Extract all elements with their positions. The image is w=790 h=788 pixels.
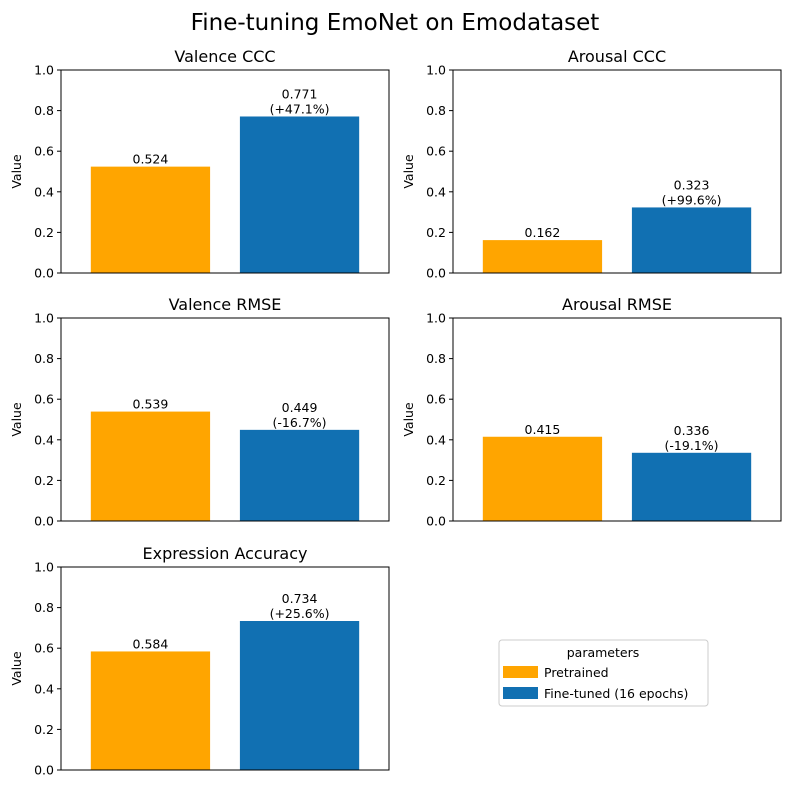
- subplot-5: Expression Accuracy Value 0.0 0.2 0.4 0.6 0.8 1…: [9, 544, 390, 778]
- bar-value-label: (-19.1%): [665, 438, 719, 453]
- y-tick-label: 0.2: [34, 722, 54, 737]
- subplot-4: Arousal RMSE Value 0.0 0.2 0.4 0.6 0.8 1.0 0.415…: [401, 295, 782, 529]
- y-tick-label: 1.0: [34, 560, 54, 575]
- y-tick-label: 0.4: [34, 681, 54, 696]
- figure-title: Fine-tuning EmoNet on Emodataset: [191, 10, 600, 36]
- y-tick-label: 0.2: [34, 473, 54, 488]
- bar-value-label: 0.415: [525, 422, 561, 437]
- bar: [90, 411, 211, 521]
- y-tick-label: 0.8: [426, 103, 446, 118]
- y-tick-label: 0.4: [34, 184, 54, 199]
- bar-value-label: 0.336: [674, 423, 710, 438]
- axes-frame: [452, 317, 782, 522]
- legend-title: parameters: [567, 645, 640, 660]
- bar: [239, 620, 360, 770]
- y-tick-label: 0.8: [34, 600, 54, 615]
- bar-value-label: 0.771: [282, 86, 318, 101]
- y-axis-label: Value: [9, 154, 24, 189]
- subplots: Valence CCC Value 0.0 0.2 0.4 0.6 0.8 1.0 0.524 0…: [9, 47, 782, 778]
- y-tick-label: 0.0: [34, 266, 54, 281]
- bar-value-label: 0.323: [674, 177, 710, 192]
- y-tick-label: 0.2: [426, 473, 446, 488]
- bar: [482, 436, 603, 521]
- y-tick-label: 1.0: [426, 63, 446, 78]
- bar-value-label: (+47.1%): [270, 101, 330, 116]
- subplot-3: Valence RMSE Value 0.0 0.2 0.4 0.6 0.8 1.0 0.539…: [9, 295, 390, 529]
- y-tick-label: 0.0: [34, 514, 54, 529]
- y-tick-label: 0.6: [426, 392, 446, 407]
- bar-value-label: (-16.7%): [273, 415, 327, 430]
- legend-swatch-fine-tuned: [503, 687, 538, 699]
- bar-value-label: 0.162: [525, 225, 561, 240]
- axes-frame: [60, 317, 390, 522]
- legend-label-fine-tuned: Fine-tuned (16 epochs): [544, 686, 688, 701]
- bar-value-label: 0.584: [133, 636, 169, 651]
- y-tick-label: 0.6: [34, 144, 54, 159]
- bar: [631, 207, 752, 273]
- y-tick-label: 0.6: [34, 641, 54, 656]
- legend-frame: [498, 639, 709, 707]
- subplot-title: Arousal RMSE: [562, 295, 672, 314]
- y-tick-label: 0.2: [34, 225, 54, 240]
- y-tick-label: 0.0: [34, 763, 54, 778]
- bar-value-label: (+25.6%): [270, 606, 330, 621]
- y-tick-label: 0.6: [426, 144, 446, 159]
- y-tick-label: 0.8: [426, 351, 446, 366]
- bar: [90, 651, 211, 770]
- axes-frame: [60, 566, 390, 771]
- y-tick-label: 0.0: [426, 266, 446, 281]
- y-tick-label: 0.4: [426, 432, 446, 447]
- y-tick-label: 0.8: [34, 351, 54, 366]
- y-tick-label: 0.4: [426, 184, 446, 199]
- y-axis-label: Value: [401, 402, 416, 437]
- y-tick-label: 0.8: [34, 103, 54, 118]
- bar-value-label: 0.539: [133, 397, 169, 412]
- legend-label-pretrained: Pretrained: [544, 665, 609, 680]
- y-tick-label: 1.0: [34, 63, 54, 78]
- bar-value-label: 0.524: [133, 152, 169, 167]
- y-tick-label: 0.0: [426, 514, 446, 529]
- bar: [239, 429, 360, 521]
- bar: [239, 116, 360, 273]
- y-axis-label: Value: [9, 651, 24, 686]
- subplot-title: Valence RMSE: [169, 295, 282, 314]
- y-tick-label: 1.0: [426, 311, 446, 326]
- y-tick-label: 0.2: [426, 225, 446, 240]
- subplot-1: Valence CCC Value 0.0 0.2 0.4 0.6 0.8 1.0 0.524 0…: [9, 47, 390, 281]
- bar-value-label: (+99.6%): [662, 192, 722, 207]
- y-tick-label: 0.4: [34, 432, 54, 447]
- y-tick-label: 1.0: [34, 311, 54, 326]
- legend: parameters Pretrained Fine-tuned (16 epo…: [498, 639, 709, 707]
- bar: [482, 240, 603, 273]
- subplot-title: Arousal CCC: [568, 47, 666, 66]
- legend-swatch-pretrained: [503, 666, 538, 678]
- axes-frame: [452, 69, 782, 274]
- subplot-title: Valence CCC: [174, 47, 275, 66]
- bar-value-label: 0.734: [282, 591, 318, 606]
- subplot-2: Arousal CCC Value 0.0 0.2 0.4 0.6 0.8 1.0 0.162 0…: [401, 47, 782, 281]
- axes-frame: [60, 69, 390, 274]
- y-tick-label: 0.6: [34, 392, 54, 407]
- bar: [631, 452, 752, 521]
- bar-value-label: 0.449: [282, 400, 318, 415]
- subplot-title: Expression Accuracy: [143, 544, 308, 563]
- bar: [90, 166, 211, 273]
- y-axis-label: Value: [9, 402, 24, 437]
- y-axis-label: Value: [401, 154, 416, 189]
